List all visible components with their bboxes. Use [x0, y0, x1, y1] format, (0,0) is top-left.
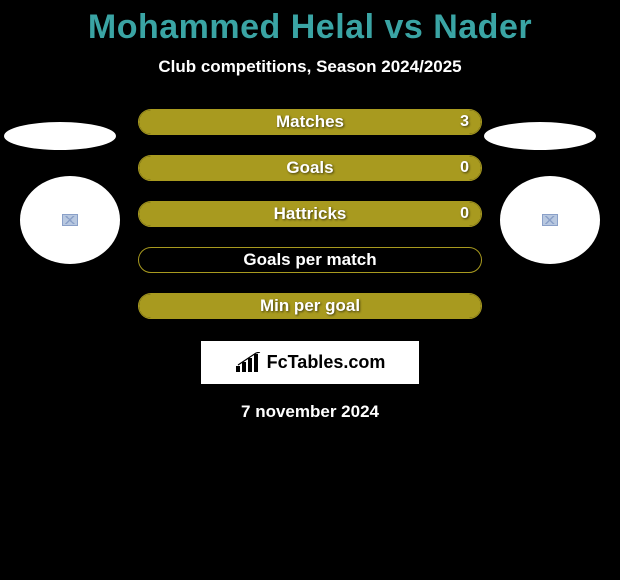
stat-row: Goals0 [138, 155, 482, 181]
brand-text: FcTables.com [267, 352, 386, 373]
player-right-circle [500, 176, 600, 264]
stat-row: Goals per match [138, 247, 482, 273]
player-left-circle [20, 176, 120, 264]
stat-label: Hattricks [139, 202, 481, 226]
stat-label: Goals [139, 156, 481, 180]
placeholder-image-icon [62, 214, 78, 226]
placeholder-image-icon [542, 214, 558, 226]
brand-box: FcTables.com [201, 341, 419, 384]
stat-value: 3 [460, 110, 469, 134]
stat-value: 0 [460, 156, 469, 180]
page-title: Mohammed Helal vs Nader [0, 8, 620, 47]
stat-label: Goals per match [139, 248, 481, 272]
player-left-ellipse [4, 122, 116, 150]
player-right-ellipse [484, 122, 596, 150]
stat-row: Hattricks0 [138, 201, 482, 227]
stat-row: Matches3 [138, 109, 482, 135]
page-subtitle: Club competitions, Season 2024/2025 [0, 57, 620, 77]
stat-label: Min per goal [139, 294, 481, 318]
brand-bars-icon [235, 352, 263, 374]
stat-label: Matches [139, 110, 481, 134]
stat-row: Min per goal [138, 293, 482, 319]
stat-value: 0 [460, 202, 469, 226]
date-text: 7 november 2024 [0, 402, 620, 422]
